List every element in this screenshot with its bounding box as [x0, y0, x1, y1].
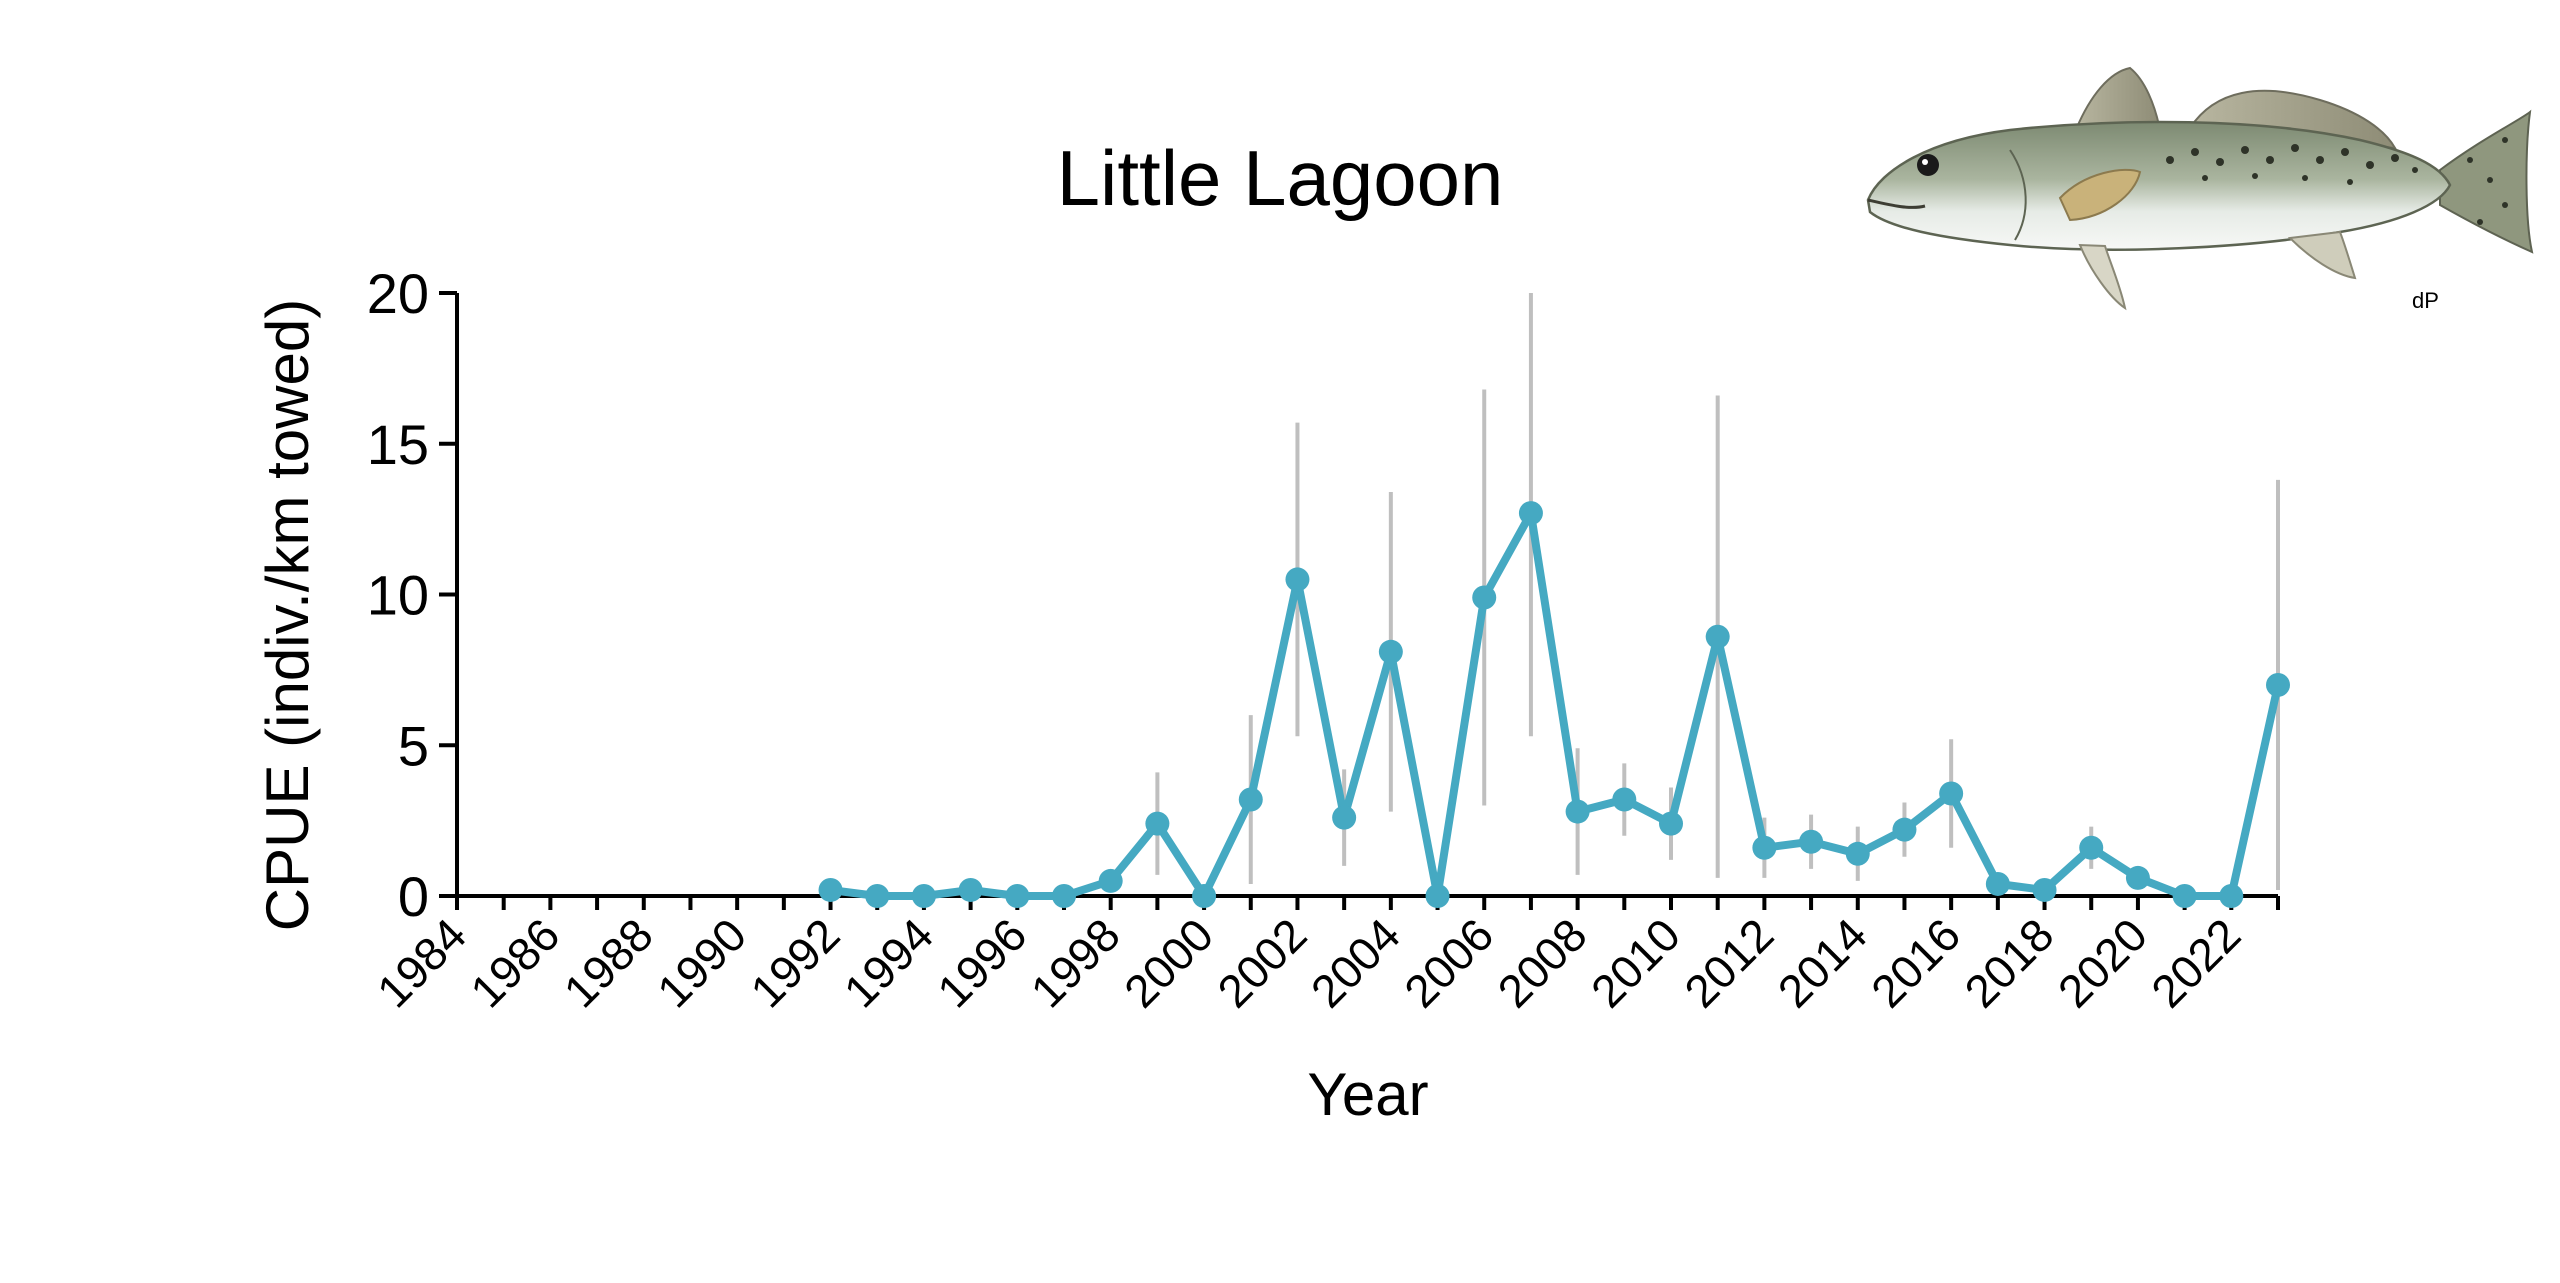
y-ticks: 0 5 10 15 20 — [367, 262, 457, 928]
x-tick-label: 1996 — [927, 908, 1036, 1017]
data-point — [1892, 817, 1917, 842]
data-point — [1845, 841, 1870, 866]
data-point — [1425, 884, 1450, 908]
data-point — [1799, 829, 1824, 854]
y-tick-label: 20 — [367, 262, 429, 325]
x-tick-label: 1992 — [740, 908, 849, 1017]
x-tick-label: 1994 — [834, 908, 943, 1017]
data-point — [1472, 585, 1497, 610]
data-point — [1192, 884, 1217, 908]
data-point — [1518, 501, 1543, 526]
data-point — [1238, 787, 1263, 812]
data-point — [2032, 877, 2057, 902]
data-point — [1752, 835, 1777, 860]
chart-title: Little Lagoon — [1057, 134, 1504, 222]
data-point — [1005, 884, 1030, 908]
data-point — [1285, 567, 1310, 592]
x-tick-label: 2012 — [1674, 908, 1783, 1017]
data-point — [1098, 868, 1123, 893]
x-tick-label: 2004 — [1301, 908, 1410, 1017]
y-tick-label: 10 — [367, 564, 429, 627]
x-tick-label: 2006 — [1394, 908, 1503, 1017]
x-tick-label: 1986 — [460, 908, 569, 1017]
data-point — [1612, 787, 1637, 812]
data-point — [1052, 884, 1076, 908]
series-points — [818, 501, 2290, 908]
x-tick-label: 2022 — [2141, 908, 2250, 1017]
data-point — [2219, 884, 2244, 908]
data-point — [1705, 624, 1730, 649]
data-point — [1985, 871, 2010, 896]
data-point — [2266, 672, 2290, 697]
x-tick-label: 2016 — [1861, 908, 1970, 1017]
error-bars — [1155, 293, 2280, 890]
x-tick-label: 2002 — [1207, 908, 1316, 1017]
y-axis-label: CPUE (indiv./km towed) — [254, 299, 321, 931]
x-ticks: 1984198619881990199219941996199820002002… — [367, 896, 2280, 1017]
x-tick-label: 2018 — [1954, 908, 2063, 1017]
x-tick-label: 2020 — [2048, 908, 2157, 1017]
data-point — [2079, 835, 2104, 860]
data-point — [1565, 799, 1590, 824]
spotted-seatrout-illustration — [1866, 66, 2534, 311]
data-point — [911, 884, 936, 908]
x-tick-label: 1998 — [1021, 908, 1130, 1017]
x-tick-label: 2014 — [1768, 908, 1877, 1017]
axes — [455, 293, 2278, 898]
illustrator-signature: dP — [2412, 288, 2439, 313]
data-point — [1332, 805, 1357, 830]
data-point — [1378, 639, 1403, 664]
x-tick-label: 2000 — [1114, 908, 1223, 1017]
series-line — [829, 509, 2282, 900]
data-point — [2172, 884, 2197, 908]
x-tick-label: 2008 — [1488, 908, 1597, 1017]
y-tick-label: 15 — [367, 413, 429, 476]
y-tick-label: 0 — [398, 865, 429, 928]
x-axis-label: Year — [1307, 1061, 1428, 1128]
x-tick-label: 1990 — [647, 908, 756, 1017]
data-point — [865, 884, 890, 908]
data-point — [958, 877, 983, 902]
x-tick-label: 1988 — [554, 908, 663, 1017]
data-point — [2125, 865, 2150, 890]
y-tick-label: 5 — [398, 714, 429, 777]
data-point — [1145, 811, 1170, 836]
data-point — [818, 877, 843, 902]
x-tick-label: 2010 — [1581, 908, 1690, 1017]
data-point — [1939, 781, 1964, 806]
data-point — [1659, 811, 1683, 836]
